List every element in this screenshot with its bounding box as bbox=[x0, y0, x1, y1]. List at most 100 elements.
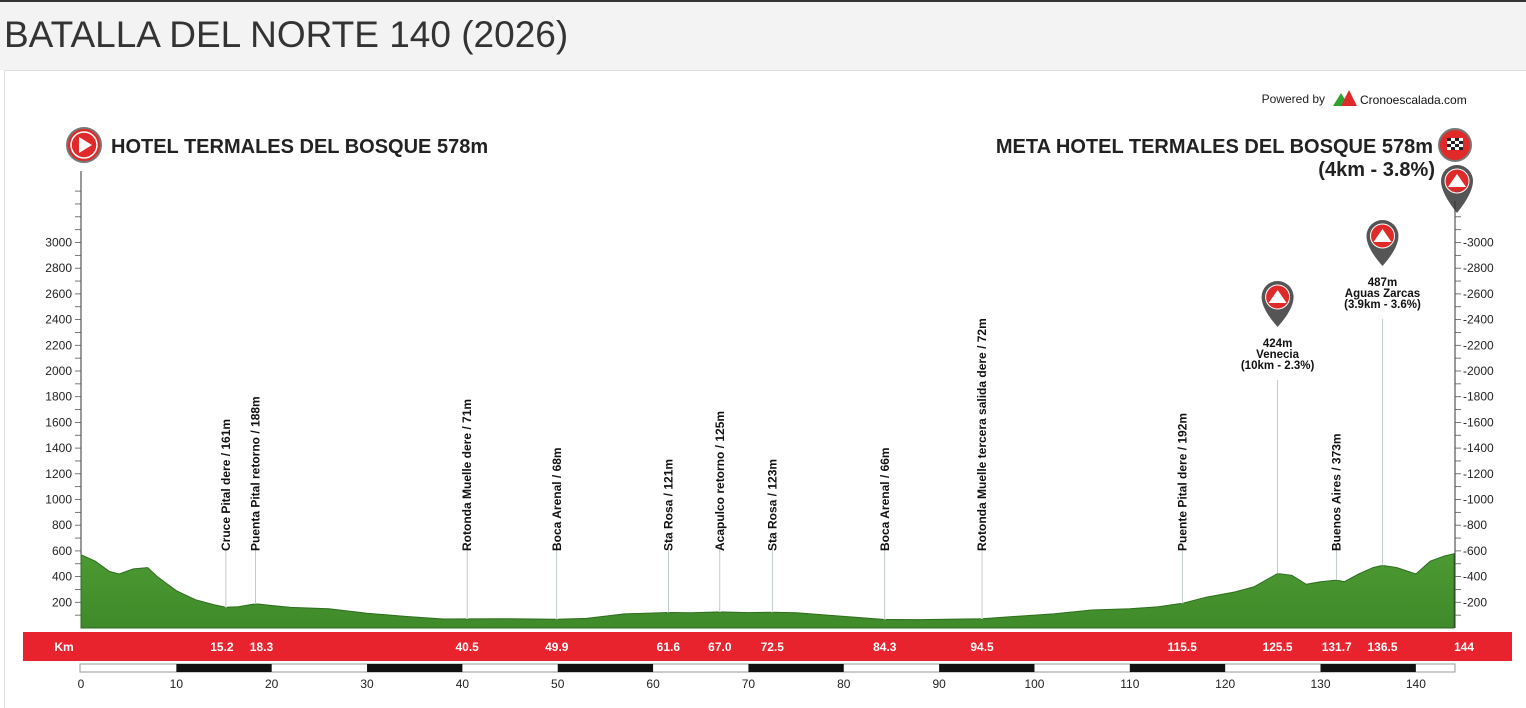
waypoint-label: Sta Rosa / 123m bbox=[765, 459, 779, 551]
km-band-label: Km bbox=[54, 640, 73, 654]
x-tick-label: 110 bbox=[1120, 677, 1139, 691]
km-band-mark: 115.5 bbox=[1168, 640, 1198, 654]
y-tick-label-left: 2000 bbox=[45, 364, 72, 378]
y-tick-label-left: 2400 bbox=[45, 313, 72, 327]
km-band-mark: 61.6 bbox=[657, 640, 681, 654]
scale-bar-segment bbox=[557, 664, 654, 672]
y-tick-label-right: -2200 bbox=[1463, 338, 1494, 352]
km-band-mark: 136.5 bbox=[1367, 640, 1397, 654]
y-tick-label-left: 2200 bbox=[45, 338, 72, 352]
axes: 200 -200 400 -400 600 -600 800 -800 1000 -1000 120… bbox=[45, 171, 1494, 628]
km-band-mark: 125.5 bbox=[1263, 640, 1293, 654]
climb-label: 487m bbox=[1368, 277, 1397, 289]
y-tick-label-right: -2000 bbox=[1463, 364, 1494, 378]
waypoint-label: Cruce Pital dere / 161m bbox=[219, 419, 233, 551]
y-tick-label-right: -3000 bbox=[1463, 236, 1494, 250]
km-band-mark: 84.3 bbox=[873, 640, 897, 654]
y-tick-label-right: -400 bbox=[1463, 570, 1487, 584]
x-tick-label: 20 bbox=[265, 677, 279, 691]
y-tick-label-right: -2600 bbox=[1463, 287, 1494, 301]
waypoints: Cruce Pital dere / 161m Puenta Pital reto… bbox=[219, 318, 1344, 620]
scale-bar-segment bbox=[367, 664, 463, 672]
page-header: BATALLA DEL NORTE 140 (2026) bbox=[0, 2, 1526, 70]
start-label: HOTEL TERMALES DEL BOSQUE 578m bbox=[111, 136, 488, 158]
climb-label: 424m bbox=[1263, 338, 1292, 350]
profile-area bbox=[80, 553, 1455, 629]
km-band-mark: 67.0 bbox=[708, 640, 732, 654]
y-tick-label-right: -1600 bbox=[1463, 415, 1494, 429]
y-tick-label-left: 2800 bbox=[45, 261, 72, 275]
y-tick-label-right: -1000 bbox=[1463, 493, 1494, 507]
y-tick-label-left: 1000 bbox=[45, 493, 72, 507]
waypoint-label: Rotonda Muelle tercera salida dere / 72m bbox=[975, 318, 989, 551]
x-tick-label: 40 bbox=[456, 677, 470, 691]
km-band-mark: 49.9 bbox=[545, 640, 569, 654]
y-tick-label-left: 1600 bbox=[45, 415, 72, 429]
km-band-mark: 18.3 bbox=[250, 640, 274, 654]
climb-label: (3.9km - 3.6%) bbox=[1344, 299, 1421, 311]
y-tick-label-right: -1200 bbox=[1463, 467, 1494, 481]
y-tick-label-left: 600 bbox=[52, 544, 72, 558]
scale-bar-segment bbox=[1129, 664, 1226, 672]
y-tick-label-left: 800 bbox=[52, 518, 72, 532]
waypoint-label: Acapulco retorno / 125m bbox=[713, 411, 727, 551]
km-scale: 0 10 20 30 40 50 60 70 80 90 100 110 120 130 140 bbox=[78, 663, 1456, 691]
y-tick-label-left: 1400 bbox=[45, 441, 72, 455]
scale-bar-segment bbox=[1320, 664, 1416, 672]
climb-label: Aguas Zarcas bbox=[1345, 288, 1420, 300]
y-tick-label-right: -1800 bbox=[1463, 390, 1494, 404]
km-band-mark: 40.5 bbox=[455, 640, 479, 654]
x-tick-label: 70 bbox=[742, 677, 756, 691]
km-band-background bbox=[23, 632, 1512, 661]
y-tick-label-left: 2600 bbox=[45, 287, 72, 301]
km-band-mark: 72.5 bbox=[761, 640, 785, 654]
x-tick-label: 10 bbox=[170, 677, 184, 691]
finish-climb-icon bbox=[1441, 165, 1473, 213]
climb-label: Venecia bbox=[1256, 349, 1299, 361]
mountain-icon bbox=[1268, 290, 1287, 303]
y-tick-label-left: 3000 bbox=[45, 236, 72, 250]
start-icon bbox=[66, 127, 102, 163]
scale-bar-segment bbox=[176, 664, 272, 672]
mountain-icon bbox=[1373, 229, 1392, 242]
x-tick-label: 120 bbox=[1215, 677, 1235, 691]
km-band: Km 15.2 18.3 40.5 49.9 61.6 67.0 72.5 84.3 94.5 11… bbox=[23, 632, 1512, 661]
y-tick-label-left: 1200 bbox=[45, 467, 72, 481]
climb-label: (10km - 2.3%) bbox=[1241, 360, 1315, 372]
y-tick-label-right: -800 bbox=[1463, 518, 1487, 532]
elevation-area bbox=[80, 553, 1455, 629]
km-band-mark: 15.2 bbox=[210, 640, 234, 654]
profile-panel: Powered by Cronoescalada.com HOTEL TERMA… bbox=[4, 70, 1526, 708]
x-tick-label: 50 bbox=[551, 677, 565, 691]
waypoint-label: Puenta Pital retorno / 188m bbox=[248, 396, 262, 551]
x-tick-label: 0 bbox=[78, 677, 85, 691]
top-border bbox=[0, 0, 1526, 2]
y-tick-label-left: 200 bbox=[52, 595, 72, 609]
scale-bar-segment bbox=[939, 664, 1035, 672]
x-tick-label: 80 bbox=[837, 677, 851, 691]
site-name[interactable]: Cronoescalada.com bbox=[1360, 93, 1467, 107]
x-tick-label: 30 bbox=[360, 677, 374, 691]
page-title: BATALLA DEL NORTE 140 (2026) bbox=[4, 14, 569, 55]
waypoint-label: Buenos Aires / 373m bbox=[1330, 433, 1344, 551]
waypoint-label: Rotonda Muelle dere / 71m bbox=[460, 399, 474, 551]
y-tick-label-right: -2400 bbox=[1463, 313, 1494, 327]
y-tick-label-left: 1800 bbox=[45, 390, 72, 404]
finish-label: META HOTEL TERMALES DEL BOSQUE 578m bbox=[996, 136, 1433, 158]
x-tick-label: 140 bbox=[1406, 677, 1426, 691]
scale-bar-segment bbox=[748, 664, 844, 672]
elevation-profile-chart: Powered by Cronoescalada.com HOTEL TERMA… bbox=[23, 90, 1512, 691]
km-band-mark: 94.5 bbox=[970, 640, 994, 654]
y-tick-label-left: 400 bbox=[52, 570, 72, 584]
y-tick-label-right: -1400 bbox=[1463, 441, 1494, 455]
waypoint-label: Boca Arenal / 68m bbox=[550, 447, 564, 551]
finish-climb-info: (4km - 3.8%) bbox=[1318, 159, 1435, 181]
km-band-mark: 144 bbox=[1454, 640, 1474, 654]
x-tick-label: 60 bbox=[646, 677, 660, 691]
cronoescalada-logo-icon bbox=[1333, 90, 1357, 106]
x-tick-label: 100 bbox=[1024, 677, 1044, 691]
powered-by-label: Powered by bbox=[1262, 92, 1325, 106]
waypoint-label: Puente Pital dere / 192m bbox=[1175, 413, 1189, 551]
waypoint-label: Boca Arenal / 66m bbox=[878, 447, 892, 551]
